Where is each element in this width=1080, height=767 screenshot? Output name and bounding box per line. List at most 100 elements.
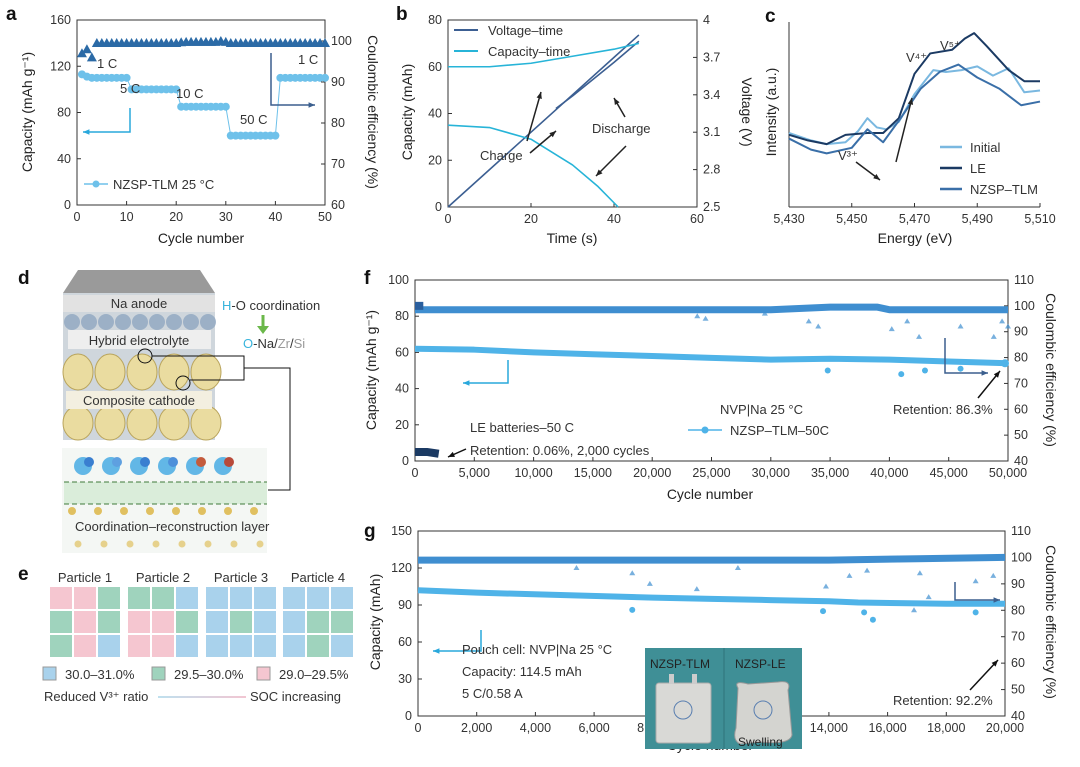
outlier-circle <box>957 365 964 372</box>
outlier-triangle <box>734 565 741 570</box>
rate-label: 10 C <box>176 86 203 101</box>
coord-h: H <box>222 298 231 313</box>
molecule-part <box>224 457 234 467</box>
data-point-circle <box>271 131 280 140</box>
y2-tick-label: 40 <box>1011 709 1025 723</box>
x-tick-label: 15,000 <box>574 466 612 480</box>
data-point-triangle <box>81 44 92 54</box>
pouch-tab <box>692 674 697 684</box>
legend-label: 30.0–31.0% <box>65 667 135 682</box>
series-line <box>447 124 619 208</box>
y2-tick-label: 70 <box>1011 630 1025 644</box>
molecule-part <box>196 457 206 467</box>
y-tick-label: 150 <box>391 524 412 538</box>
outlier-circle <box>898 371 905 378</box>
legend-swatch <box>42 666 57 681</box>
series-b-2 <box>448 42 640 68</box>
y-tick-label: 0 <box>64 198 71 212</box>
arrow-left-axis-head <box>463 380 470 386</box>
grid-cell <box>152 635 174 657</box>
panel-e-grid: Particle 1 Particle 2 Particle 3 Particle 4… <box>42 570 353 704</box>
data-band <box>418 553 1006 564</box>
pouch-photo-inset: NZSP-TLM NZSP-LE Swelling <box>645 648 802 749</box>
y-tick-label: 20 <box>428 153 442 167</box>
outlier-triangle <box>972 578 979 584</box>
electrolyte-particle <box>200 314 216 330</box>
outlier-triangle <box>815 323 822 329</box>
x-tick-label: 5,430 <box>773 212 804 226</box>
y-tick-label: 40 <box>57 152 71 166</box>
x-tick-label: 5,490 <box>962 212 993 226</box>
series-f-2 <box>415 447 440 458</box>
particle-title: Particle 4 <box>291 570 345 585</box>
x-tick-label: 16,000 <box>868 721 906 735</box>
electrolyte-particle <box>98 314 114 330</box>
arrow-left-axis <box>83 108 131 133</box>
cathode-particle <box>158 405 190 441</box>
y2-tick-label: 90 <box>331 75 345 89</box>
arrow-right-axis-head <box>993 597 1000 603</box>
cell-info: 5 C/0.58 A <box>462 686 523 701</box>
cathode-label: Composite cathode <box>83 393 195 408</box>
annotations-g: Pouch cell: NVP|Na 25 °C Capacity: 114.5 … <box>433 582 1000 749</box>
grid-cell <box>50 635 72 657</box>
grid-cell <box>176 611 198 633</box>
series-line <box>788 65 1041 146</box>
chart-f: 0 5,000 10,000 15,000 20,000 25,000 30,000 35,0… <box>363 273 1059 502</box>
x-tick-label: 0 <box>412 466 419 480</box>
inset-label-tlm: NZSP-TLM <box>650 657 710 671</box>
swelling-label: Swelling <box>738 735 783 749</box>
cathode-atom <box>178 540 186 548</box>
grid-cell <box>98 635 120 657</box>
cathode-atom <box>152 540 160 548</box>
outlier-triangle <box>911 607 918 613</box>
y-tick-label: 20 <box>395 418 409 432</box>
outlier-triangle <box>925 594 932 600</box>
arrow-charge-1-head <box>536 92 542 99</box>
x-tick-label: 30 <box>219 210 233 224</box>
series-b-0 <box>447 34 640 208</box>
series-line <box>788 63 1041 155</box>
arrow-charge-1 <box>526 91 542 142</box>
x-axis-title: Energy (eV) <box>878 230 953 246</box>
electrolyte-particle <box>183 314 199 330</box>
cathode-particle <box>158 353 190 391</box>
v5-label: V⁵⁺ <box>940 38 961 53</box>
annotations-f: NVP|Na 25 °C NZSP–TLM–50C LE batteries–50 … <box>447 338 1009 458</box>
grid-cell <box>254 611 276 633</box>
arrow-retention-head <box>993 371 1000 378</box>
cathode-label-band <box>66 391 212 409</box>
data-point-circle <box>122 73 131 82</box>
y2-tick-label: 4 <box>703 13 710 27</box>
grid-cell <box>331 587 353 609</box>
legend-label: NZSP-TLM 25 °C <box>113 177 214 192</box>
outlier-circle <box>629 606 636 613</box>
caption-left: Reduced V³⁺ ratio <box>44 689 148 704</box>
cathode-particle <box>126 353 158 391</box>
rate-label: 50 C <box>240 112 267 127</box>
data-point-triangle <box>86 52 97 62</box>
molecule-part <box>112 457 122 467</box>
connector <box>244 367 291 491</box>
x-tick-label: 20,000 <box>986 721 1024 735</box>
y-tick-label: 0 <box>435 200 442 214</box>
reconstruction-band <box>64 482 267 504</box>
retention-label: Retention: 86.3% <box>893 402 993 417</box>
outlier-triangle <box>904 318 911 324</box>
y-tick-label: 60 <box>398 635 412 649</box>
y2-tick-label: 80 <box>1014 351 1028 365</box>
panel-label-d: d <box>18 268 30 289</box>
series-f-1 <box>415 303 1011 339</box>
series-c-0 <box>788 65 1041 146</box>
y-axis-title: Capacity (mAh) <box>399 64 415 160</box>
electrolyte-particle <box>115 314 131 330</box>
electrolyte-label: Hybrid electrolyte <box>89 333 189 348</box>
series-c-1 <box>788 32 1040 146</box>
anode-label: Na anode <box>111 296 167 311</box>
y-axis-title: Capacity (mAh g⁻¹) <box>363 310 379 430</box>
coord-line-1: H-O coordination <box>222 298 320 313</box>
electrolyte-particle <box>166 314 182 330</box>
y-tick-label: 40 <box>395 382 409 396</box>
x-tick-label: 20 <box>524 212 538 226</box>
series-line <box>448 42 640 68</box>
